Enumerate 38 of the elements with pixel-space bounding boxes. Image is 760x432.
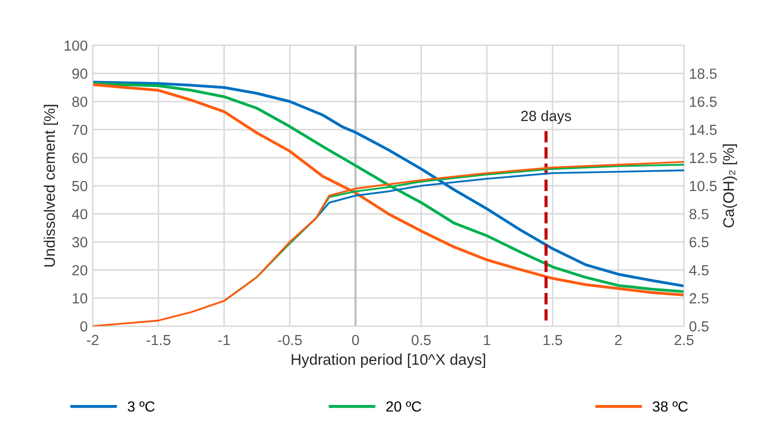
y2-tick-label: 6.5 <box>690 237 709 248</box>
x-axis-title: Hydration period [10^X days] <box>292 354 486 368</box>
x-tick-label: 0.5 <box>412 334 431 346</box>
x-tick-label: 2 <box>614 334 622 346</box>
y2-tick-label: 0.5 <box>689 321 709 332</box>
legend-label: 38 ºC <box>652 401 688 412</box>
legend-label: 20 ºC <box>386 401 422 412</box>
x-tick-label: 0 <box>352 334 359 346</box>
x-tick-label: 1.5 <box>544 335 562 346</box>
y-tick-label: 40 <box>72 208 88 220</box>
y-tick-label: 60 <box>72 152 88 164</box>
y2-tick-label: 4.5 <box>689 265 709 276</box>
y-tick-label: 80 <box>72 96 88 107</box>
x-tick-label: -1.5 <box>146 335 170 346</box>
y2-tick-label: 10.5 <box>690 180 717 192</box>
y-tick-label: 90 <box>72 68 88 79</box>
y-tick-label: 20 <box>72 265 88 276</box>
ref-line-label: 28 days <box>521 110 572 124</box>
y2-tick-label: 2.5 <box>690 293 709 304</box>
y-axis-title: Undissolved cement [%] <box>44 104 58 267</box>
y2-tick-label: 16.5 <box>690 96 717 107</box>
y2-tick-label: 18.5 <box>690 68 717 79</box>
y2-axis-title: Ca(OH)₂ [%] <box>722 144 738 228</box>
y2-tick-label: 12.5 <box>690 152 717 164</box>
x-tick-label: -0.5 <box>278 334 302 346</box>
y-tick-label: 70 <box>72 124 88 136</box>
x-tick-label: -1 <box>218 335 230 346</box>
y-tick-label: 50 <box>72 180 88 192</box>
y2-tick-label: 14.5 <box>690 124 717 136</box>
y-tick-label: 0 <box>80 321 88 332</box>
x-tick-label: 1 <box>484 335 490 346</box>
y2-tick-label: 8.5 <box>689 208 709 220</box>
y-tick-label: 100 <box>64 40 88 51</box>
legend-label: 3 ºC <box>128 401 155 412</box>
x-tick-label: -2 <box>86 334 98 346</box>
x-tick-label: 2.5 <box>674 334 694 346</box>
y-tick-label: 10 <box>72 293 88 304</box>
y-tick-label: 30 <box>72 237 88 248</box>
